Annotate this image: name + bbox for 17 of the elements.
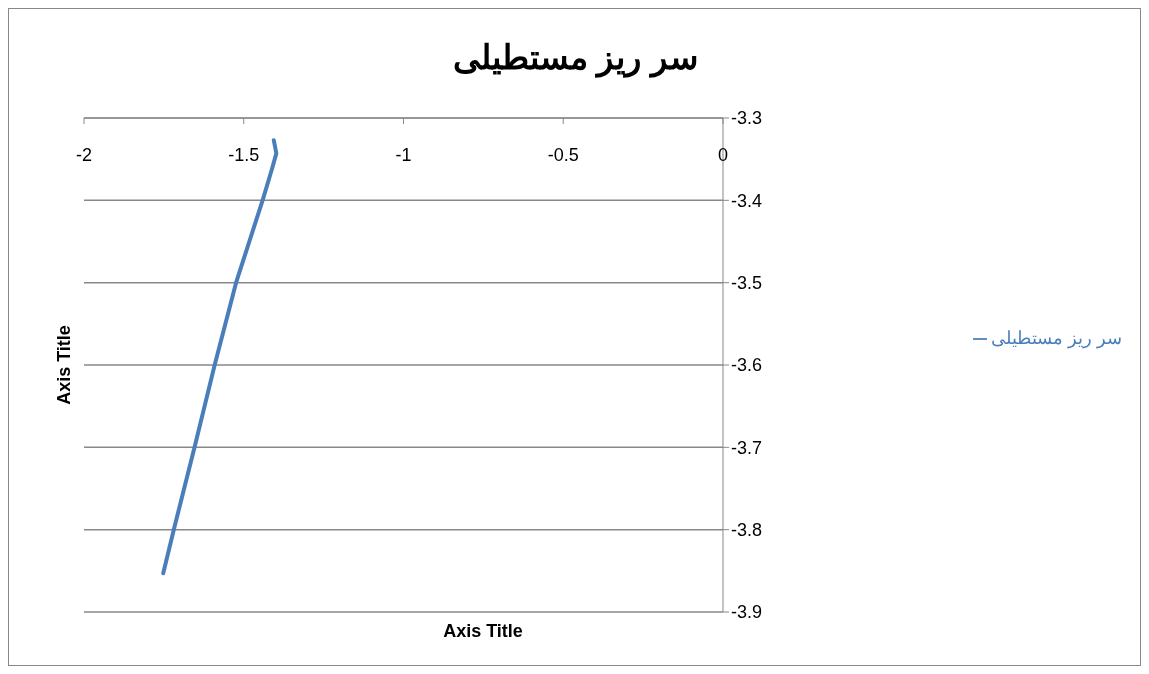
x-tick-label: -1 [395,144,412,165]
y-tick-label: -3.3 [730,108,763,129]
y-tick-label: -3.4 [730,190,763,211]
y-tick-label: -3.8 [730,520,763,541]
y-tick-label: -3.9 [730,602,763,623]
x-axis-title: Axis Title [442,621,524,642]
x-tick-label: -1.5 [228,144,260,165]
x-tick-label: -0.5 [547,144,579,165]
line-series [161,138,279,576]
y-tick-label: -3.7 [730,437,763,458]
y-tick-label: -3.6 [730,355,763,376]
chart-title: سر ریز مستطیلی [452,37,699,77]
y-tick-label: -3.5 [730,273,763,294]
y-axis-title: Axis Title [53,325,75,405]
x-tick-label: 0 [717,144,728,165]
legend-label: سر ریز مستطیلی [990,328,1122,348]
x-tick-label: -2 [75,144,93,165]
